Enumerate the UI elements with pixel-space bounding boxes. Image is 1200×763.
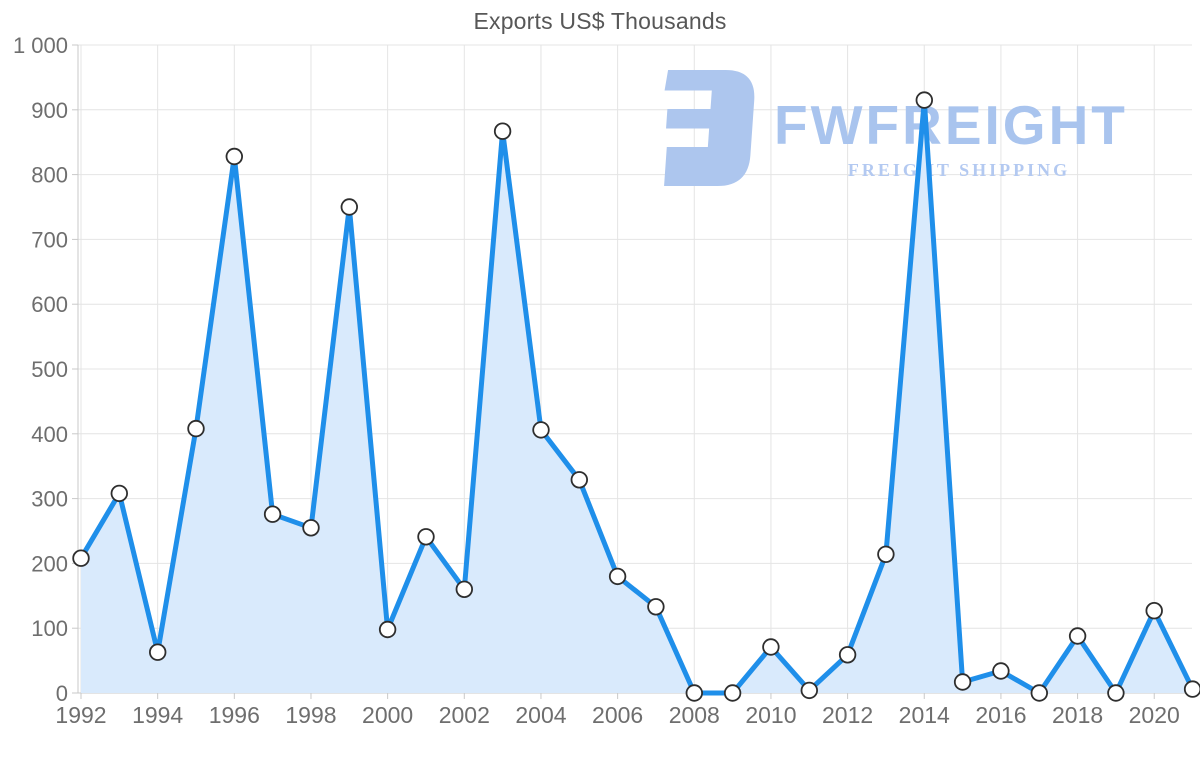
y-tick-label: 600 [31, 292, 68, 317]
y-tick-label: 300 [31, 487, 68, 512]
x-tick-label: 1996 [209, 702, 260, 728]
y-tick-label: 1 000 [13, 33, 68, 58]
chart-title: Exports US$ Thousands [473, 8, 727, 34]
x-tick-label: 1994 [132, 702, 183, 728]
y-gridlines [72, 44, 1192, 694]
x-tick-label: 2018 [1052, 702, 1103, 728]
x-tick-label: 2004 [515, 702, 566, 728]
x-tick-label: 2008 [669, 702, 720, 728]
y-tick-label: 800 [31, 163, 68, 188]
y-tick-label: 400 [31, 422, 68, 447]
x-tick-label: 2014 [899, 702, 950, 728]
y-tick-label: 200 [31, 551, 68, 576]
y-tick-label: 700 [31, 227, 68, 252]
y-axis-labels: 0 100 200 300 400 500 600 700 800 900 1 000 [13, 33, 68, 706]
x-tick-label: 1998 [285, 702, 336, 728]
y-tick-label: 100 [31, 616, 68, 641]
y-tick-label: 0 [56, 681, 68, 706]
x-tick-label: 2000 [362, 702, 413, 728]
x-tick-label: 2012 [822, 702, 873, 728]
y-tick-label: 500 [31, 357, 68, 382]
x-gridlines [80, 45, 1155, 699]
x-tick-label: 2006 [592, 702, 643, 728]
y-tick-label: 900 [31, 98, 68, 123]
x-tick-label: 2020 [1129, 702, 1180, 728]
x-axis-labels: 1992 1994 1996 1998 2000 2002 2004 2006 2008 2010… [55, 702, 1179, 728]
x-tick-label: 1992 [55, 702, 106, 728]
x-tick-label: 2016 [975, 702, 1026, 728]
x-tick-label: 2010 [745, 702, 796, 728]
x-tick-label: 2002 [439, 702, 490, 728]
